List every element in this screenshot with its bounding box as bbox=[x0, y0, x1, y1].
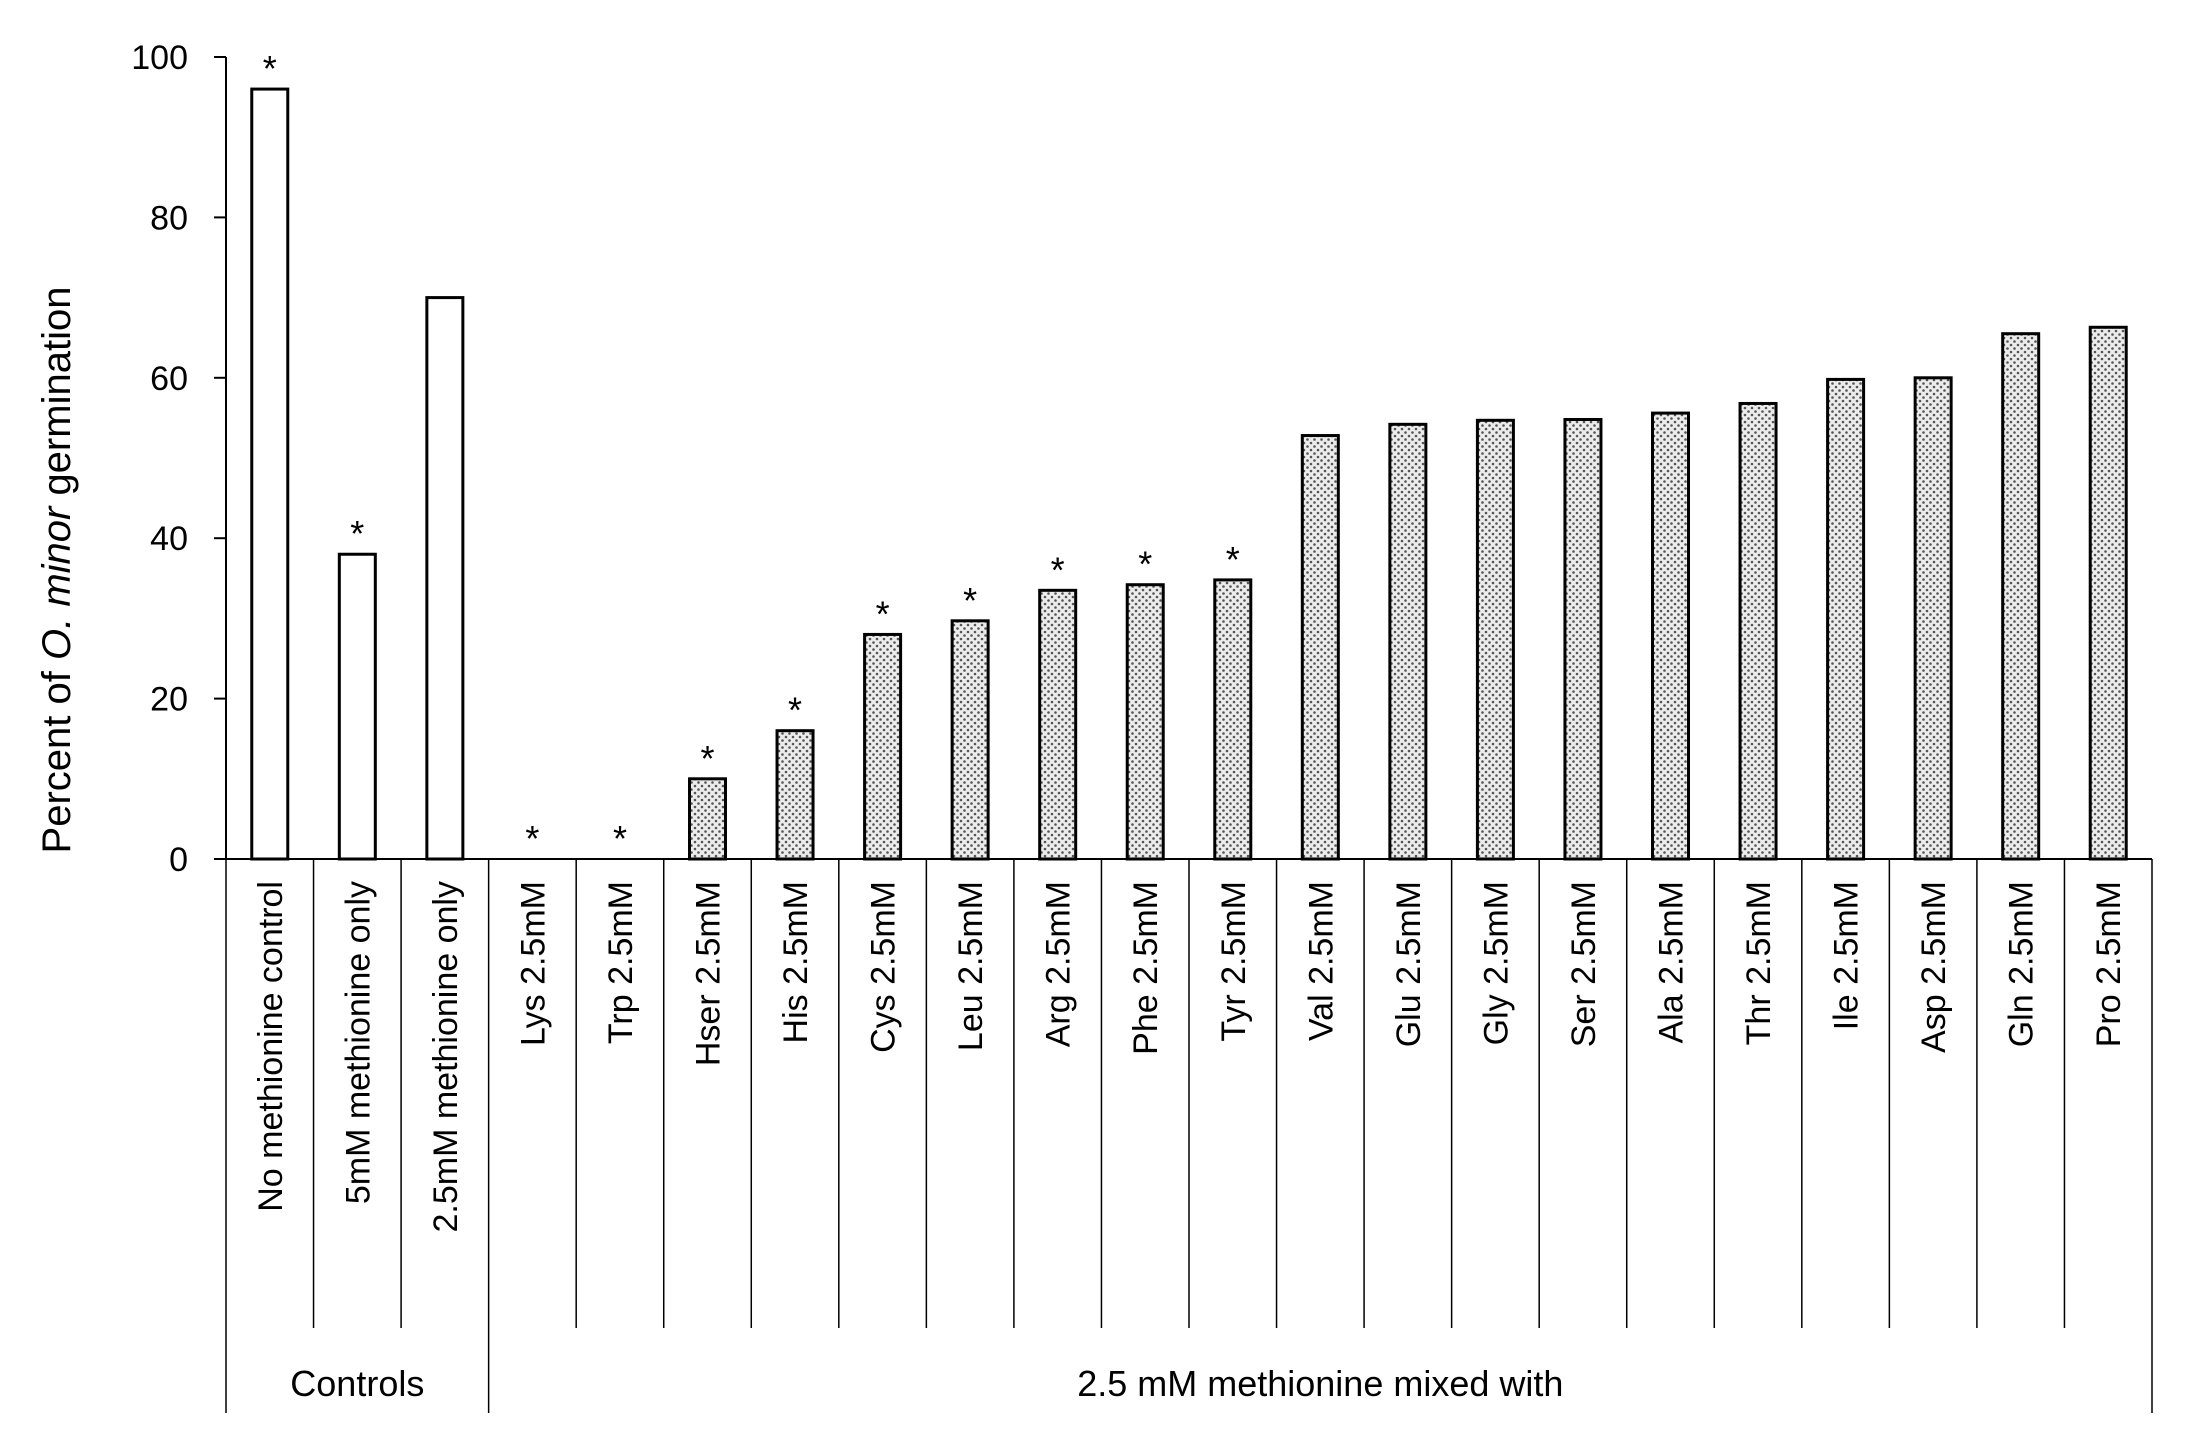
axes: 0 20 40 60 80 100 bbox=[131, 39, 2153, 1413]
bar bbox=[2001, 332, 2041, 861]
y-tick-label: 60 bbox=[150, 360, 188, 398]
category-label: Trp 2.5mM bbox=[602, 881, 640, 1044]
category-label: Val 2.5mM bbox=[1302, 881, 1340, 1041]
significance-star: * bbox=[613, 818, 627, 859]
bar bbox=[1913, 376, 1953, 861]
bar bbox=[1826, 377, 1866, 861]
category-label: Arg 2.5mM bbox=[1040, 881, 1078, 1047]
category-label: Ile 2.5mM bbox=[1828, 881, 1866, 1030]
bar bbox=[1300, 434, 1340, 861]
bar bbox=[1125, 583, 1165, 861]
significance-star: * bbox=[1138, 544, 1152, 585]
category-label: Gln 2.5mM bbox=[2003, 881, 2041, 1047]
y-tick-label: 40 bbox=[150, 520, 188, 558]
category-labels: No methionine control 5mM methionine only… bbox=[252, 881, 2128, 1233]
category-label: Gly 2.5mM bbox=[1477, 881, 1515, 1045]
category-label: Ser 2.5mM bbox=[1565, 881, 1603, 1047]
bar bbox=[1213, 578, 1253, 861]
significance-star: * bbox=[1051, 549, 1065, 590]
category-label: Ala 2.5mM bbox=[1653, 881, 1691, 1044]
bar bbox=[688, 777, 727, 861]
category-label: Glu 2.5mM bbox=[1390, 881, 1428, 1047]
category-label: Asp 2.5mM bbox=[1915, 881, 1953, 1053]
category-label: 5mM methionine only bbox=[339, 881, 377, 1204]
y-tick-label: 80 bbox=[150, 199, 188, 237]
bar bbox=[863, 632, 903, 861]
bar bbox=[1563, 418, 1603, 861]
significance-star: * bbox=[700, 738, 714, 779]
bar bbox=[950, 619, 990, 861]
bar bbox=[1388, 422, 1428, 861]
category-label: No methionine control bbox=[252, 881, 290, 1212]
category-label: Lys 2.5mM bbox=[514, 881, 552, 1046]
bar bbox=[775, 729, 815, 861]
y-tick-label: 0 bbox=[169, 841, 188, 879]
y-tick-label: 20 bbox=[150, 681, 188, 719]
significance-star: * bbox=[525, 818, 539, 859]
y-tick-label: 100 bbox=[131, 39, 188, 77]
category-label: His 2.5mM bbox=[777, 881, 815, 1043]
category-label: Hser 2.5mM bbox=[690, 881, 728, 1066]
bar bbox=[1738, 401, 1778, 861]
category-label: Thr 2.5mM bbox=[1740, 881, 1778, 1045]
bar bbox=[2088, 325, 2128, 861]
significance-star: * bbox=[876, 593, 890, 634]
y-axis-label: Percent of O. minor germination bbox=[35, 287, 79, 854]
significance-star: * bbox=[963, 580, 977, 621]
group-labels: Controls 2.5 mM methionine mixed with bbox=[290, 1363, 1563, 1404]
bar bbox=[250, 87, 290, 861]
category-label: Cys 2.5mM bbox=[865, 881, 903, 1053]
significance-star: * bbox=[1226, 539, 1240, 580]
bar bbox=[425, 296, 465, 861]
category-label: 2.5mM methionine only bbox=[427, 881, 465, 1233]
bars: * * * * * * * * * * * bbox=[250, 48, 2128, 861]
group-label: 2.5 mM methionine mixed with bbox=[1077, 1363, 1563, 1404]
significance-star: * bbox=[263, 48, 277, 89]
category-label: Pro 2.5mM bbox=[2090, 881, 2128, 1047]
category-label: Phe 2.5mM bbox=[1127, 881, 1165, 1055]
category-label: Leu 2.5mM bbox=[952, 881, 990, 1051]
bar bbox=[1475, 418, 1515, 861]
category-label: Tyr 2.5mM bbox=[1215, 881, 1253, 1042]
significance-star: * bbox=[788, 690, 802, 731]
bar bbox=[337, 552, 377, 861]
bar bbox=[1038, 588, 1078, 861]
group-label: Controls bbox=[290, 1363, 424, 1404]
significance-star: * bbox=[350, 513, 364, 554]
bar bbox=[1651, 411, 1690, 861]
